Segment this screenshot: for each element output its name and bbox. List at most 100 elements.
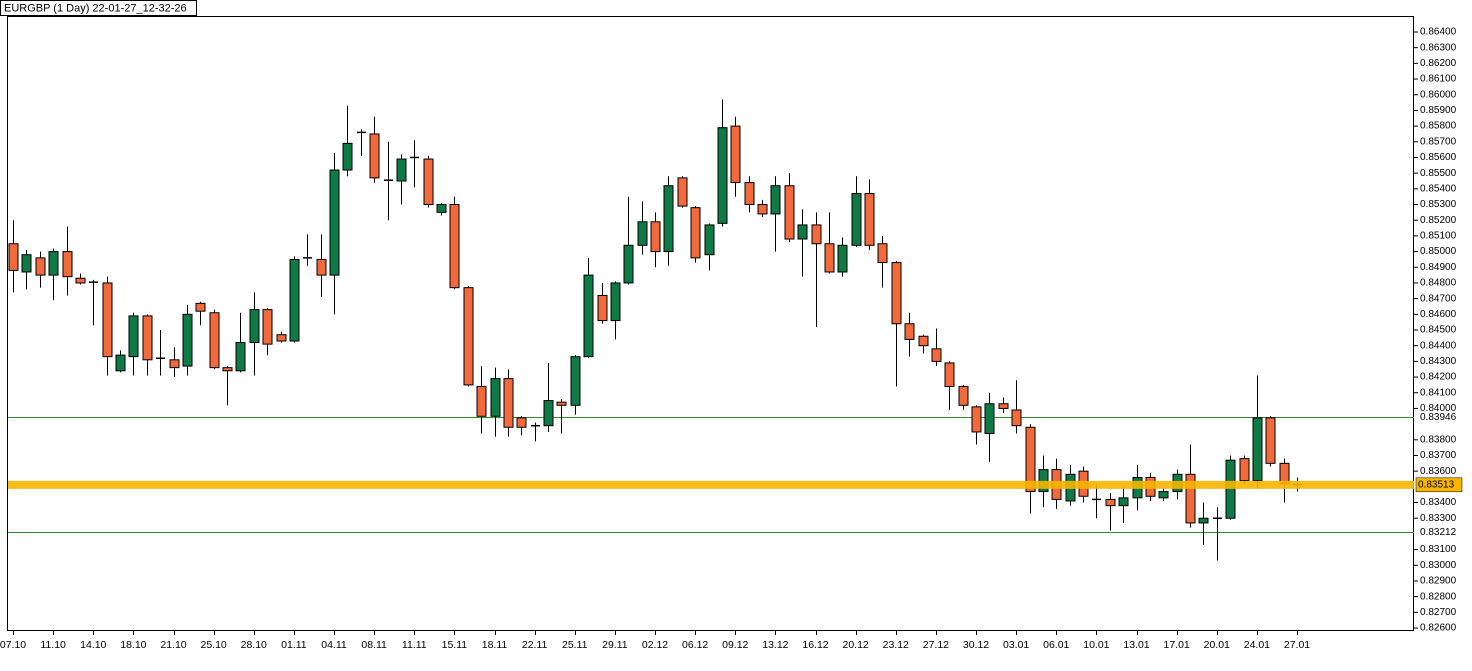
x-tick-label: 23.12: [883, 639, 909, 651]
level-label-box: [1416, 411, 1468, 424]
level-label-box: [1416, 526, 1468, 539]
candle-body: [784, 185, 795, 240]
y-tick-label: 0.82700: [1420, 607, 1457, 618]
y-tick-label: 0.85400: [1420, 183, 1457, 194]
x-tick-label: 06.01: [1043, 639, 1069, 651]
current-price-label: 0.83513: [1418, 479, 1455, 490]
y-tick-label: 0.84900: [1420, 262, 1457, 273]
y-tick-label: 0.83100: [1420, 544, 1457, 555]
candle-body: [556, 401, 567, 406]
y-tick-label: 0.85700: [1420, 136, 1457, 147]
y-tick-label: 0.83700: [1420, 450, 1457, 461]
candle-body: [824, 243, 835, 273]
x-tick-label: 29.11: [602, 639, 628, 651]
y-tick-label: 0.86400: [1420, 27, 1457, 38]
y-tick-label: 0.85000: [1420, 246, 1457, 257]
candle-body: [169, 359, 180, 369]
x-tick-label: 10.01: [1083, 639, 1109, 651]
candle-body: [958, 385, 969, 406]
x-tick-label: 01.11: [281, 639, 307, 651]
candle-body: [543, 400, 554, 427]
candle-body: [476, 385, 487, 417]
candle-body: [637, 221, 648, 246]
candle-body: [1225, 459, 1236, 519]
candle-body: [757, 204, 768, 215]
candle-body: [75, 277, 86, 284]
candle-body: [944, 362, 955, 387]
candle-body: [249, 309, 260, 344]
candle-body: [463, 287, 474, 386]
y-tick-label: 0.86200: [1420, 58, 1457, 69]
y-tick-label: 0.84100: [1420, 387, 1457, 398]
y-tick-label: 0.85300: [1420, 199, 1457, 210]
x-tick-label: 13.01: [1123, 639, 1149, 651]
candle-body: [1025, 426, 1036, 493]
candle-body: [851, 193, 862, 246]
x-tick-label: 14.10: [80, 639, 106, 651]
candle-body: [276, 334, 287, 342]
x-tick-label: 11.11: [402, 639, 427, 651]
candle-body: [1105, 498, 1116, 507]
candle-body: [436, 204, 447, 213]
candle-body: [1279, 462, 1290, 485]
x-tick-label: 07.10: [0, 639, 26, 651]
candle-body: [704, 224, 715, 256]
y-tick-label: 0.84600: [1420, 309, 1457, 320]
y-tick-label: 0.83000: [1420, 560, 1457, 571]
x-tick-label: 04.11: [321, 639, 347, 651]
y-tick-label: 0.83800: [1420, 434, 1457, 445]
current-price-box: [1415, 477, 1463, 493]
y-tick-label: 0.84500: [1420, 325, 1457, 336]
x-tick-label: 15.11: [442, 639, 468, 651]
candle-body: [1118, 497, 1129, 507]
y-tick-label: 0.84200: [1420, 372, 1457, 383]
candle-body: [891, 262, 902, 325]
candle-body: [369, 133, 380, 179]
x-tick-label: 18.10: [120, 639, 146, 651]
candle-body: [516, 417, 527, 428]
candle-body: [490, 378, 501, 417]
candle-body: [48, 251, 59, 276]
y-tick-label: 0.85900: [1420, 105, 1457, 116]
plot-frame: [7, 16, 1414, 631]
x-tick-label: 18.11: [482, 639, 508, 651]
candle-body: [877, 243, 888, 264]
candle-body: [1011, 409, 1022, 427]
candle-body: [1252, 417, 1263, 482]
candle-body: [931, 348, 942, 362]
x-tick-label: 28.10: [241, 639, 267, 651]
y-tick-label: 0.82900: [1420, 576, 1457, 587]
y-tick-label: 0.84300: [1420, 356, 1457, 367]
y-tick-label: 0.86100: [1420, 74, 1457, 85]
x-tick-label: 22.11: [522, 639, 548, 651]
candle-body: [717, 127, 728, 224]
candle-body: [62, 251, 73, 278]
x-tick-label: 13.12: [762, 639, 788, 651]
candle-body: [8, 243, 19, 271]
x-tick-label: 21.10: [160, 639, 186, 651]
x-tick-label: 09.12: [722, 639, 748, 651]
y-tick-label: 0.82800: [1420, 591, 1457, 602]
candle-body: [811, 224, 822, 245]
y-tick-label: 0.82600: [1420, 623, 1457, 634]
x-tick-label: 11.10: [40, 639, 66, 651]
candle-body: [35, 257, 46, 276]
candle-body: [904, 323, 915, 340]
candle-body: [663, 185, 674, 253]
candle-body: [1265, 417, 1276, 464]
candle-body: [115, 354, 126, 372]
candle-body: [690, 207, 701, 259]
candle-body: [918, 335, 929, 347]
candle-body: [195, 302, 206, 312]
x-tick-label: 30.12: [963, 639, 989, 651]
candle-body: [182, 313, 193, 367]
candle-body: [222, 367, 233, 372]
candle-body: [1198, 517, 1209, 524]
candle-body: [797, 224, 808, 240]
candle-body: [209, 312, 220, 369]
candle-body: [503, 378, 514, 428]
level-label: 0.83946: [1420, 412, 1457, 423]
candle-body: [864, 193, 875, 246]
candle-body: [650, 221, 661, 253]
